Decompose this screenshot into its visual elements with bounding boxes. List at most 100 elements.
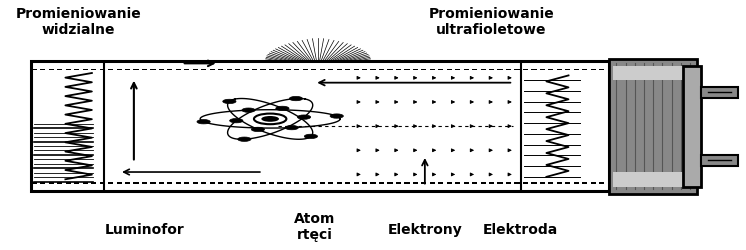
Circle shape	[230, 118, 243, 123]
Bar	[252, 182, 257, 184]
Bar	[565, 68, 571, 70]
Bar	[480, 68, 486, 70]
Bar	[455, 182, 460, 184]
Bar	[278, 68, 283, 70]
Bar	[463, 68, 468, 70]
Bar	[498, 68, 503, 70]
Bar	[235, 68, 240, 70]
Bar	[91, 68, 96, 70]
Circle shape	[238, 137, 251, 141]
Bar	[295, 68, 299, 70]
Bar	[591, 68, 596, 70]
Bar	[362, 182, 367, 184]
Bar	[336, 68, 342, 70]
Bar	[99, 182, 104, 184]
Bar	[260, 68, 266, 70]
Bar	[192, 68, 198, 70]
Bar	[201, 182, 207, 184]
Bar	[472, 68, 477, 70]
Bar	[599, 182, 604, 184]
Bar	[260, 182, 266, 184]
Bar	[151, 182, 155, 184]
Bar	[286, 68, 291, 70]
Bar	[455, 68, 460, 70]
Text: Atom
rtęci: Atom rtęci	[294, 212, 335, 242]
Bar	[320, 182, 325, 184]
Bar	[574, 182, 579, 184]
Bar	[176, 68, 181, 70]
Bar	[142, 182, 147, 184]
Bar	[421, 182, 427, 184]
Bar	[108, 68, 113, 70]
Bar	[438, 182, 443, 184]
Bar	[612, 172, 694, 186]
Bar	[66, 68, 71, 70]
Bar	[116, 68, 122, 70]
Bar	[48, 68, 54, 70]
Text: Elektrony: Elektrony	[387, 223, 463, 237]
Circle shape	[261, 116, 279, 122]
Bar	[295, 182, 299, 184]
Bar	[387, 68, 392, 70]
Bar	[379, 182, 384, 184]
Bar	[447, 68, 452, 70]
Circle shape	[197, 120, 210, 124]
Bar	[463, 182, 468, 184]
Bar	[404, 182, 410, 184]
Bar	[32, 182, 37, 184]
Bar	[438, 68, 443, 70]
Bar	[311, 182, 316, 184]
Bar	[57, 182, 63, 184]
Bar	[66, 182, 71, 184]
Bar	[227, 182, 232, 184]
Bar	[557, 182, 562, 184]
Bar	[371, 182, 376, 184]
Bar	[57, 68, 63, 70]
Bar	[151, 68, 155, 70]
Circle shape	[223, 99, 236, 103]
Bar	[74, 182, 79, 184]
Bar	[159, 182, 164, 184]
Bar	[218, 182, 223, 184]
Bar	[210, 68, 215, 70]
Circle shape	[285, 126, 298, 130]
Bar	[32, 68, 37, 70]
Bar	[125, 182, 130, 184]
Bar	[379, 68, 384, 70]
Bar	[413, 68, 418, 70]
Bar	[116, 182, 122, 184]
Text: Promieniowanie
ultrafioletowe: Promieniowanie ultrafioletowe	[428, 6, 554, 37]
Circle shape	[289, 96, 303, 101]
Bar	[40, 68, 46, 70]
Bar	[531, 68, 536, 70]
Bar	[303, 68, 308, 70]
Bar	[99, 68, 104, 70]
Bar	[83, 68, 88, 70]
Bar	[176, 182, 181, 184]
Bar	[184, 68, 189, 70]
Bar	[591, 182, 596, 184]
Bar	[320, 68, 325, 70]
Bar	[371, 68, 376, 70]
Bar	[336, 182, 342, 184]
Bar	[91, 182, 96, 184]
Bar	[142, 68, 147, 70]
Bar	[134, 182, 139, 184]
Bar	[235, 182, 240, 184]
Bar	[396, 182, 401, 184]
Bar	[548, 182, 554, 184]
Bar	[489, 182, 494, 184]
Circle shape	[304, 134, 318, 138]
Bar	[413, 182, 418, 184]
Bar	[582, 182, 587, 184]
Bar	[201, 68, 207, 70]
Bar	[159, 68, 164, 70]
Bar	[480, 182, 486, 184]
Bar	[582, 68, 587, 70]
Bar	[40, 182, 46, 184]
Bar	[599, 68, 604, 70]
Bar	[498, 182, 503, 184]
Bar	[523, 182, 528, 184]
Bar	[286, 182, 291, 184]
Bar	[48, 182, 54, 184]
